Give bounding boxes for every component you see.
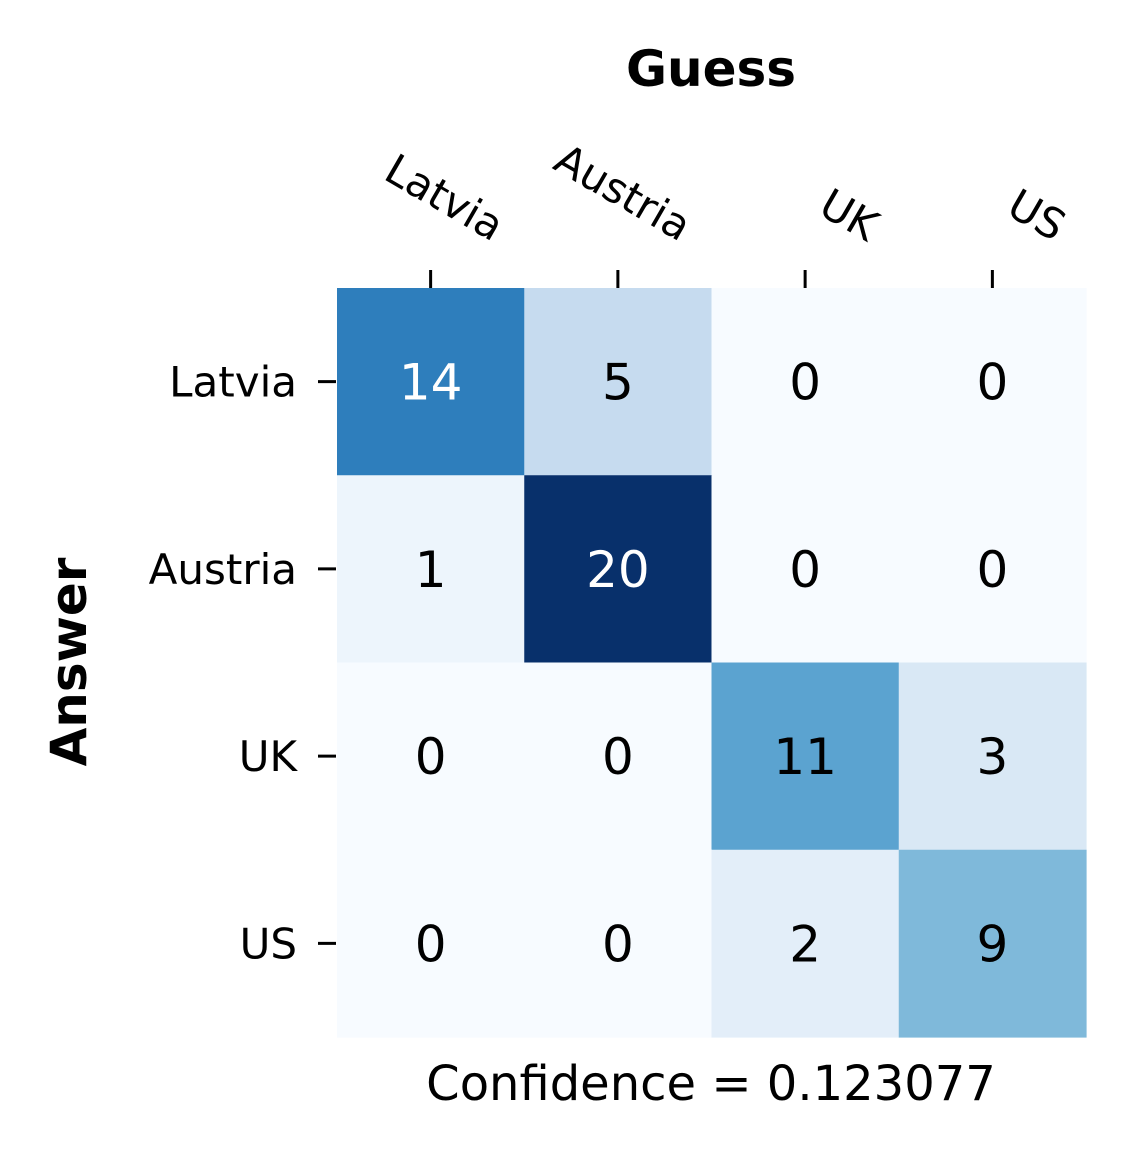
heatmap-cell: [524, 288, 713, 476]
y-axis-title: Answer: [40, 557, 98, 766]
cell-value-label: 0: [976, 354, 1008, 412]
x-axis-ticks: Latvia Austria UK US: [377, 134, 1074, 288]
cell-value-label: 0: [415, 915, 447, 973]
heatmap-cell: [898, 288, 1087, 476]
heatmap-cell: [524, 849, 713, 1038]
heatmap-cell: [337, 288, 525, 476]
heatmap-cell: [711, 475, 900, 664]
y-tick-label: Latvia: [169, 358, 297, 407]
x-tick-label: Austria: [546, 134, 699, 251]
cell-value-label: 9: [976, 915, 1008, 973]
heatmap-cell: [898, 475, 1087, 664]
x-tick-label: Latvia: [377, 144, 512, 250]
cell-value-label: 11: [773, 728, 837, 786]
confidence-caption: Confidence = 0.123077: [426, 1056, 996, 1112]
y-tick-label: UK: [239, 732, 299, 781]
heatmap-cell: [898, 849, 1087, 1038]
cell-value-label: 5: [602, 354, 634, 412]
y-tick-label: US: [240, 919, 297, 968]
heatmap-cell: [524, 475, 713, 664]
heatmap-cell: [337, 662, 525, 851]
x-tick-label: UK: [812, 179, 888, 251]
cell-value-label: 14: [399, 354, 463, 412]
cell-value-label: 0: [789, 354, 821, 412]
cell-value-label: 20: [586, 541, 650, 599]
y-axis-ticks: Latvia Austria UK US: [149, 358, 336, 968]
cell-value-label: 3: [976, 728, 1008, 786]
cell-value-label: 0: [789, 541, 821, 599]
cell-value-label: 1: [415, 541, 447, 599]
cell-value-label: 2: [789, 915, 821, 973]
heatmap-cell: [711, 288, 900, 476]
x-tick-label: US: [1000, 180, 1074, 251]
x-axis-title: Guess: [626, 40, 796, 98]
cell-value-label: 0: [602, 728, 634, 786]
cell-value-label: 0: [415, 728, 447, 786]
cell-value-label: 0: [976, 541, 1008, 599]
heatmap-cell: [337, 475, 525, 664]
heatmap-cell: [711, 849, 900, 1038]
y-tick-label: Austria: [149, 545, 297, 594]
heatmap-cell: [337, 849, 525, 1038]
heatmap-cell: [711, 662, 900, 851]
heatmap-cells: 14 5 0 0 1 20 0 0 0 0 11 3 0 0 2 9: [337, 288, 1087, 1038]
heatmap-cell: [898, 662, 1087, 851]
cell-value-label: 0: [602, 915, 634, 973]
heatmap-cell: [524, 662, 713, 851]
